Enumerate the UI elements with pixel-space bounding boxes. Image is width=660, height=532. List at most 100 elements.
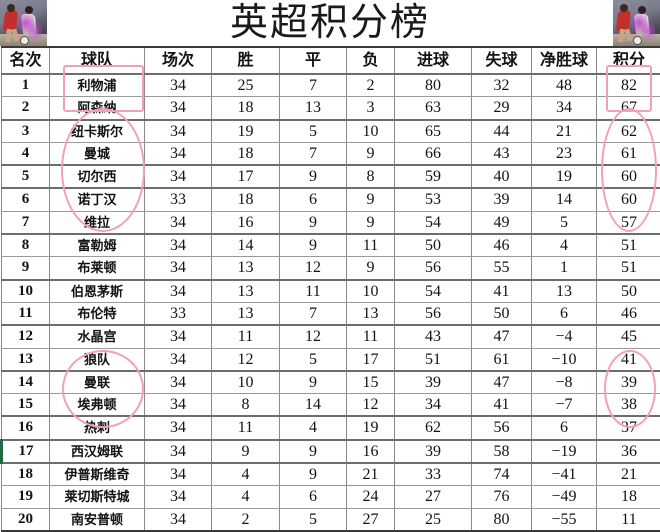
cell-played: 34 xyxy=(145,165,212,188)
cell-goals-for: 62 xyxy=(395,416,472,439)
column-header-played: 场次 xyxy=(145,47,212,74)
cell-goals-for: 56 xyxy=(395,257,472,280)
cell-points: 45 xyxy=(597,325,660,348)
cell-points: 61 xyxy=(597,142,660,165)
page-title: 英超积分榜 xyxy=(0,0,660,46)
cell-goals-for: 51 xyxy=(395,348,472,371)
cell-loss: 9 xyxy=(347,257,395,280)
cell-draw: 9 xyxy=(280,165,347,188)
cell-draw: 5 xyxy=(280,508,347,531)
cell-goal-diff: −41 xyxy=(532,463,597,486)
cell-goals-against: 56 xyxy=(472,416,532,439)
footballer-photo-right xyxy=(613,0,660,46)
cell-team: 伯恩茅斯 xyxy=(50,280,145,303)
cell-goal-diff: 34 xyxy=(532,97,597,120)
cell-goals-for: 33 xyxy=(395,463,472,486)
cell-draw: 5 xyxy=(280,120,347,143)
photo-football-right xyxy=(633,36,642,45)
column-header-goals-against: 失球 xyxy=(472,47,532,74)
cell-points: 82 xyxy=(597,74,660,97)
cell-rank: 12 xyxy=(2,325,50,348)
column-header-loss: 负 xyxy=(347,47,395,74)
cell-points: 57 xyxy=(597,211,660,234)
cell-points: 50 xyxy=(597,280,660,303)
cell-team: 热刺 xyxy=(50,416,145,439)
cell-draw: 12 xyxy=(280,325,347,348)
cell-played: 34 xyxy=(145,97,212,120)
cell-loss: 9 xyxy=(347,188,395,211)
cell-win: 12 xyxy=(212,348,280,371)
cell-goals-against: 44 xyxy=(472,120,532,143)
cell-played: 34 xyxy=(145,234,212,257)
cell-team: 狼队 xyxy=(50,348,145,371)
cell-draw: 13 xyxy=(280,97,347,120)
cell-loss: 8 xyxy=(347,165,395,188)
cell-points: 36 xyxy=(597,440,660,463)
cell-team: 维拉 xyxy=(50,211,145,234)
cell-goals-for: 56 xyxy=(395,302,472,325)
cell-points: 39 xyxy=(597,371,660,394)
cell-goals-against: 61 xyxy=(472,348,532,371)
cell-loss: 9 xyxy=(347,142,395,165)
cell-rank: 2 xyxy=(2,97,50,120)
cell-draw: 5 xyxy=(280,348,347,371)
column-header-goal-diff: 净胜球 xyxy=(532,47,597,74)
cell-points: 21 xyxy=(597,463,660,486)
cell-played: 34 xyxy=(145,211,212,234)
cell-draw: 14 xyxy=(280,394,347,417)
cell-goal-diff: −55 xyxy=(532,508,597,531)
cell-played: 34 xyxy=(145,74,212,97)
column-header-points: 积分 xyxy=(597,47,660,74)
cell-goals-against: 74 xyxy=(472,463,532,486)
cell-goal-diff: 48 xyxy=(532,74,597,97)
cell-points: 60 xyxy=(597,165,660,188)
cell-goals-against: 29 xyxy=(472,97,532,120)
cell-win: 16 xyxy=(212,211,280,234)
cell-loss: 21 xyxy=(347,463,395,486)
cell-win: 2 xyxy=(212,508,280,531)
cell-goals-for: 53 xyxy=(395,188,472,211)
header-band: 英超积分榜 xyxy=(0,0,660,46)
cell-points: 67 xyxy=(597,97,660,120)
cell-goals-against: 39 xyxy=(472,188,532,211)
cell-goal-diff: 6 xyxy=(532,302,597,325)
cell-draw: 7 xyxy=(280,302,347,325)
cell-loss: 16 xyxy=(347,440,395,463)
cell-win: 13 xyxy=(212,302,280,325)
cell-goals-for: 54 xyxy=(395,280,472,303)
cell-rank: 6 xyxy=(2,188,50,211)
cell-played: 33 xyxy=(145,302,212,325)
cell-win: 14 xyxy=(212,234,280,257)
cell-team: 布莱顿 xyxy=(50,257,145,280)
cell-win: 18 xyxy=(212,188,280,211)
cell-goal-diff: 19 xyxy=(532,165,597,188)
cell-draw: 9 xyxy=(280,371,347,394)
cell-played: 34 xyxy=(145,508,212,531)
cell-goals-against: 47 xyxy=(472,325,532,348)
cell-win: 17 xyxy=(212,165,280,188)
cell-goals-against: 47 xyxy=(472,371,532,394)
cell-rank: 1 xyxy=(2,74,50,97)
cell-draw: 4 xyxy=(280,416,347,439)
photo-purple-glow2-right xyxy=(641,18,655,44)
cell-rank: 8 xyxy=(2,234,50,257)
cell-loss: 19 xyxy=(347,416,395,439)
cell-played: 34 xyxy=(145,371,212,394)
cell-rank: 11 xyxy=(2,302,50,325)
cell-team: 南安普顿 xyxy=(50,508,145,531)
cell-points: 11 xyxy=(597,508,660,531)
cell-win: 13 xyxy=(212,280,280,303)
cell-loss: 3 xyxy=(347,97,395,120)
cell-points: 46 xyxy=(597,302,660,325)
cell-played: 34 xyxy=(145,325,212,348)
cell-points: 62 xyxy=(597,120,660,143)
cell-played: 34 xyxy=(145,142,212,165)
